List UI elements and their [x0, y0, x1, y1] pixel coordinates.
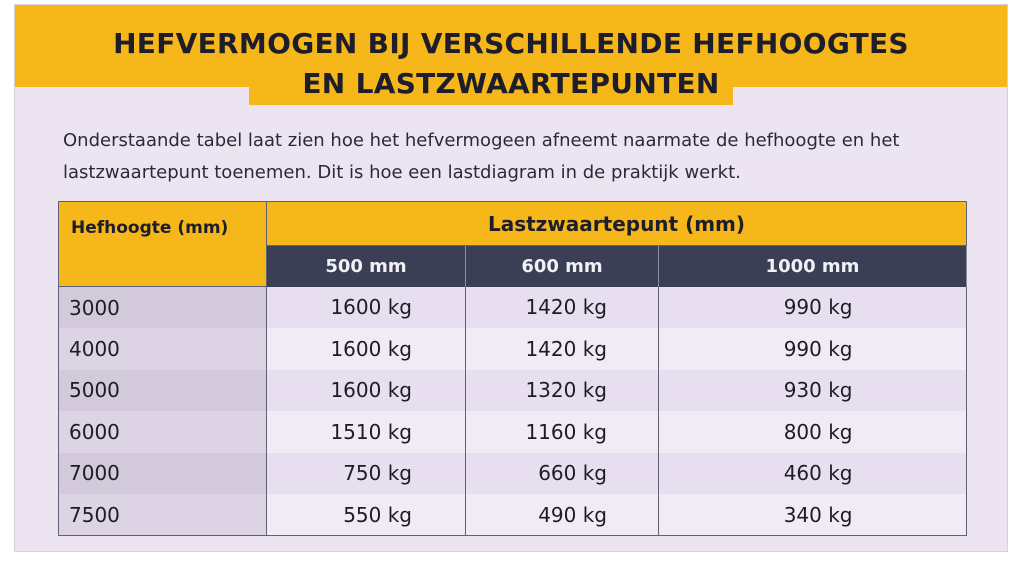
- value-text: 1510 kg: [330, 419, 412, 444]
- value-cell: 1420 kg: [465, 286, 659, 328]
- value-cell: 490 kg: [465, 494, 659, 536]
- column-header-600: 600 mm: [465, 245, 659, 287]
- value-cell: 750 kg: [266, 452, 466, 494]
- value-text: 1160 kg: [525, 419, 607, 444]
- value-cell: 990 kg: [658, 328, 967, 370]
- page-title-line-1: HEFVERMOGEN BIJ VERSCHILLENDE HEFHOOGTES: [113, 27, 909, 60]
- value-cell: 1160 kg: [465, 411, 659, 453]
- value-text: 550 kg: [343, 502, 412, 527]
- document-page: HEFVERMOGEN BIJ VERSCHILLENDE HEFHOOGTES…: [14, 4, 1008, 552]
- intro-line-1: Onderstaande tabel laat zien hoe het hef…: [63, 130, 900, 151]
- table-row: 7500 550 kg 490 kg 340 kg: [58, 494, 967, 536]
- value-text: 930 kg: [783, 378, 853, 403]
- value-text: 750 kg: [343, 461, 412, 486]
- column-header-500: 500 mm: [266, 245, 466, 287]
- page-title-line-2: EN LASTZWAARTEPUNTEN: [302, 67, 720, 100]
- value-text: 800 kg: [783, 419, 853, 444]
- load-table: Hefhoogte (mm) Lastzwaartepunt (mm) 500 …: [58, 201, 967, 536]
- value-cell: 550 kg: [266, 494, 466, 536]
- value-text: 340 kg: [783, 502, 853, 527]
- table-row: 5000 1600 kg 1320 kg 930 kg: [58, 369, 967, 411]
- row-height-cell: 3000: [58, 286, 267, 328]
- intro-line-2: lastzwaartepunt toenemen. Dit is hoe een…: [63, 162, 741, 183]
- value-cell: 1600 kg: [266, 286, 466, 328]
- row-height-cell: 7500: [58, 494, 267, 536]
- value-text: 1320 kg: [525, 378, 607, 403]
- header-lastzwaartepunt: Lastzwaartepunt (mm): [266, 201, 967, 246]
- value-text: 1600 kg: [330, 336, 412, 361]
- value-text: 990 kg: [783, 336, 853, 361]
- title-banner-tab: [249, 65, 733, 105]
- row-height-cell: 4000: [58, 328, 267, 370]
- header-hefhoogte: Hefhoogte (mm): [58, 201, 267, 287]
- value-cell: 1320 kg: [465, 369, 659, 411]
- value-cell: 990 kg: [658, 286, 967, 328]
- row-height-cell: 6000: [58, 411, 267, 453]
- value-text: 1420 kg: [525, 295, 607, 320]
- row-height-cell: 7000: [58, 452, 267, 494]
- table-row: 4000 1600 kg 1420 kg 990 kg: [58, 328, 967, 370]
- column-header-1000: 1000 mm: [658, 245, 967, 287]
- value-cell: 1420 kg: [465, 328, 659, 370]
- value-cell: 1600 kg: [266, 369, 466, 411]
- value-cell: 1600 kg: [266, 328, 466, 370]
- intro-paragraph: Onderstaande tabel laat zien hoe het hef…: [63, 125, 993, 189]
- value-cell: 930 kg: [658, 369, 967, 411]
- value-cell: 1510 kg: [266, 411, 466, 453]
- value-cell: 460 kg: [658, 452, 967, 494]
- value-text: 1420 kg: [525, 336, 607, 361]
- value-text: 1600 kg: [330, 295, 412, 320]
- value-cell: 660 kg: [465, 452, 659, 494]
- table-row: 6000 1510 kg 1160 kg 800 kg: [58, 411, 967, 453]
- table-row: 7000 750 kg 660 kg 460 kg: [58, 452, 967, 494]
- table-row: 3000 1600 kg 1420 kg 990 kg: [58, 286, 967, 328]
- value-text: 460 kg: [783, 461, 853, 486]
- value-text: 660 kg: [538, 461, 607, 486]
- value-text: 990 kg: [783, 295, 853, 320]
- value-text: 490 kg: [538, 502, 607, 527]
- value-cell: 340 kg: [658, 494, 967, 536]
- row-height-cell: 5000: [58, 369, 267, 411]
- value-text: 1600 kg: [330, 378, 412, 403]
- value-cell: 800 kg: [658, 411, 967, 453]
